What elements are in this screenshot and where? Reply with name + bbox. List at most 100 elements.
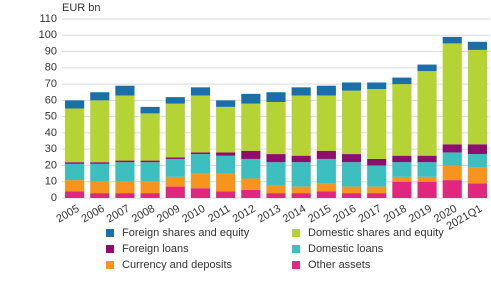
bar-segment (140, 181, 160, 194)
bar-segment (341, 162, 362, 187)
bar-segment (417, 155, 437, 163)
bar-segment (291, 95, 311, 156)
bar-segment (442, 152, 462, 166)
bar-segment (266, 162, 286, 185)
legend-label: Foreign loans (122, 243, 189, 255)
legend-swatch (292, 261, 300, 269)
x-tick-label: 2011 (206, 203, 232, 225)
y-tick-label: 80 (45, 62, 57, 74)
bar-segment (341, 90, 362, 155)
bar-segment (442, 144, 462, 153)
bar-segment (90, 193, 110, 198)
bar-segment (341, 154, 362, 163)
bar-segment (316, 150, 336, 159)
y-tick-label: 70 (45, 78, 57, 90)
legend-label: Other assets (308, 259, 371, 271)
legend-swatch (106, 229, 114, 237)
bar-segment (216, 155, 236, 174)
bar-segment (392, 176, 412, 182)
bar-segment (367, 165, 387, 187)
bar-segment (367, 193, 387, 198)
bar-segment (90, 163, 110, 182)
x-tick-label: 2014 (281, 203, 308, 226)
bar-segment (65, 163, 85, 181)
bar-segment (266, 92, 286, 102)
bar-segment (165, 158, 185, 177)
bar-segment (216, 191, 236, 198)
bar-segment (392, 155, 412, 163)
bar-segment (316, 183, 336, 192)
bar-segment (165, 157, 185, 159)
bar-segment (467, 167, 487, 184)
bar-segment (190, 188, 211, 198)
bar-segment (216, 152, 236, 156)
bar-segment (115, 160, 135, 163)
bar-segment (417, 181, 437, 198)
bar-segment (165, 176, 185, 187)
bar-segment (165, 97, 185, 104)
bar-segment (65, 108, 85, 163)
bar-segment (65, 180, 85, 192)
y-tick-label: 50 (45, 111, 57, 123)
bar-segment (190, 173, 211, 189)
bar-segment (442, 180, 462, 198)
x-tick-label: 2010 (180, 203, 207, 226)
bar-segment (266, 154, 286, 163)
bar-segment (90, 100, 110, 163)
bar-segment (316, 191, 336, 198)
y-tick-label: 10 (45, 176, 57, 188)
bar-segment (291, 155, 311, 163)
bar-segment (442, 165, 462, 181)
bar-segment (90, 181, 110, 194)
bar-segment (367, 88, 387, 159)
bar-segment (190, 87, 211, 96)
bar-segment (442, 36, 462, 44)
bar-segment (266, 101, 286, 155)
bar-segment (467, 41, 487, 50)
bar-segment (115, 193, 135, 198)
bar-segment (115, 162, 135, 182)
bar-segment (291, 162, 311, 187)
legend-label: Currency and deposits (122, 259, 233, 271)
bar-segment (216, 173, 236, 192)
bar-segment (241, 93, 261, 104)
bar-segment (65, 162, 85, 164)
legend-swatch (106, 261, 114, 269)
bar-segment (442, 43, 462, 145)
y-tick-label: 20 (45, 159, 57, 171)
bar-segment (367, 82, 387, 89)
bar-segment (65, 191, 85, 198)
y-axis-label: EUR bn (62, 2, 101, 14)
x-tick-label: 2009 (155, 203, 182, 226)
bar-segment (392, 181, 412, 198)
bar-segment (467, 154, 487, 168)
bar-segment (241, 150, 261, 159)
legend-swatch (106, 245, 114, 253)
x-tick-label: 2013 (256, 203, 283, 226)
bar-segment (467, 183, 487, 198)
bar-segment (417, 71, 437, 156)
bar-segment (266, 184, 286, 194)
bar-segment (392, 162, 412, 177)
y-tick-label: 0 (51, 192, 57, 204)
bar-segment (316, 85, 336, 96)
bar-segment (467, 49, 487, 145)
bar-segment (241, 178, 261, 190)
bar-segment (341, 82, 362, 91)
bar-segment (115, 181, 135, 194)
bar-segment (341, 193, 362, 198)
x-tick-label: 2008 (130, 203, 157, 226)
bar-segment (467, 144, 487, 155)
legend-label: Domestic loans (308, 243, 384, 255)
bar-segment (165, 103, 185, 158)
x-tick-label: 2006 (80, 203, 107, 226)
bar-segment (392, 84, 412, 156)
bar-segment (417, 64, 437, 72)
legend-swatch (292, 229, 300, 237)
bar-segment (241, 103, 261, 151)
x-tick-label: 2005 (54, 203, 81, 226)
bar-segment (140, 106, 160, 114)
bar-segment (190, 95, 211, 153)
bar-segment (241, 158, 261, 179)
bar-segment (216, 100, 236, 107)
